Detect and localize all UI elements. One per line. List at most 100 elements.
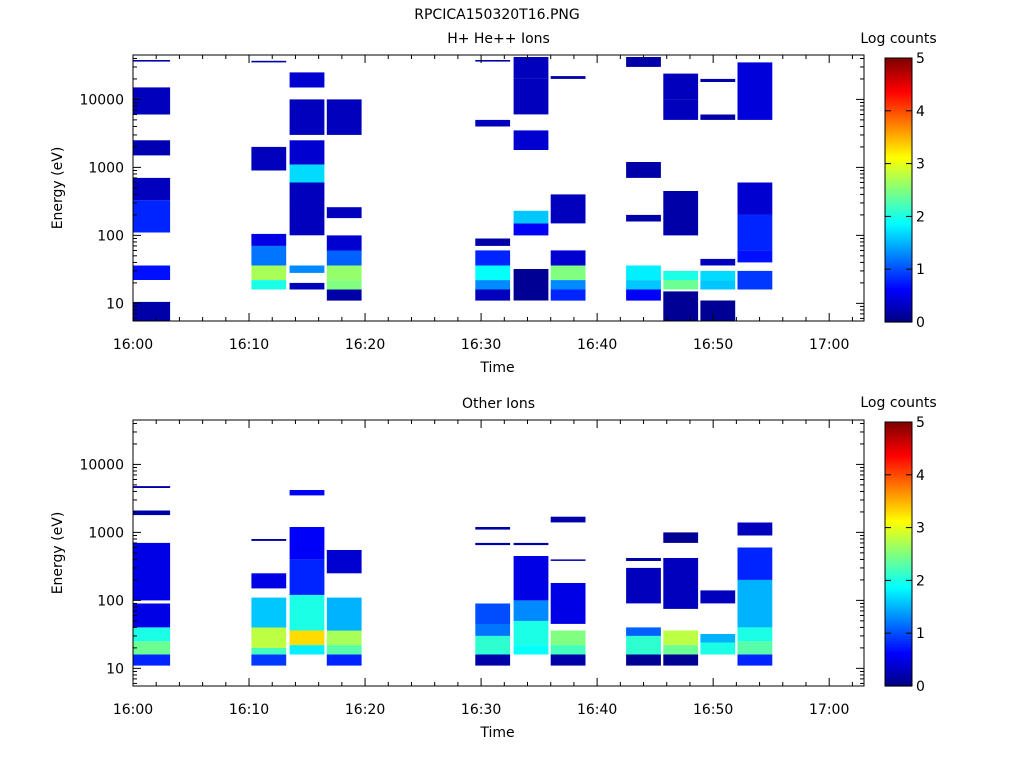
heatmap-cell (626, 214, 661, 222)
heatmap-cell (700, 642, 736, 655)
heatmap-cell (626, 57, 661, 67)
x-axis-label: Time (479, 360, 514, 376)
heatmap-cell (513, 645, 549, 655)
heatmap-cell (550, 289, 586, 301)
colorbar-swatch (885, 427, 912, 431)
heatmap-cell (475, 250, 511, 266)
colorbar-swatch (885, 596, 912, 600)
heatmap-cell (289, 72, 325, 88)
heatmap-cell (251, 647, 287, 655)
colorbar-swatch (885, 155, 912, 159)
colorbar-swatch (885, 221, 912, 225)
colorbar-swatch (885, 646, 912, 650)
heatmap-cell (289, 140, 325, 165)
colorbar: 0 1 2 3 4 5 Log counts (860, 31, 936, 331)
colorbar-swatch (885, 105, 912, 109)
colorbar-swatch (885, 583, 912, 587)
heatmap-cell (133, 265, 171, 280)
colorbar-swatch (885, 58, 912, 62)
colorbar-swatch (885, 108, 912, 112)
colorbar-swatch (885, 461, 912, 465)
colorbar-swatch (885, 493, 912, 497)
heatmap-cell (251, 146, 287, 171)
heatmap-cell (251, 60, 287, 63)
colorbar-swatch (885, 664, 912, 669)
colorbar-swatch (885, 100, 912, 104)
heatmap-cell (550, 583, 586, 624)
colorbar-swatch (885, 97, 912, 101)
colorbar-swatch (885, 65, 912, 70)
panel-title: H+ He++ Ions (447, 31, 550, 47)
heatmap-cell (289, 527, 325, 560)
colorbar-swatch (885, 575, 912, 579)
colorbar-swatch (885, 147, 912, 151)
colorbar-swatch (885, 474, 912, 479)
colorbar-swatch (885, 153, 912, 157)
heatmap-cell (133, 603, 171, 628)
heatmap-cell (737, 547, 773, 580)
colorbar-swatch (885, 551, 912, 555)
colorbar-swatch (885, 158, 912, 162)
colorbar-swatch (885, 656, 912, 661)
heatmap-cell (251, 573, 287, 589)
heatmap-cell (251, 265, 287, 280)
x-tick-label: 17:00 (809, 337, 849, 353)
heatmap-cell (550, 630, 586, 645)
heatmap-cell (513, 600, 549, 621)
colorbar-swatch (885, 216, 912, 220)
heatmap-cell (626, 265, 661, 280)
colorbar-swatch (885, 506, 912, 510)
colorbar-swatch (885, 443, 912, 447)
heatmap-cell (133, 486, 171, 488)
x-tick-label: 16:00 (113, 337, 153, 353)
heatmap-cell (550, 559, 586, 561)
colorbar-swatch (885, 126, 912, 130)
heatmap-cell (133, 542, 171, 601)
y-tick-label: 10 (106, 661, 124, 677)
colorbar-swatch (885, 548, 912, 552)
colorbar-swatch (885, 163, 912, 167)
heatmap-cell (251, 233, 287, 246)
colorbar-swatch (885, 625, 912, 629)
x-tick-label: 16:50 (693, 702, 733, 718)
colorbar-swatch (885, 564, 912, 568)
colorbar-frame (884, 57, 913, 323)
colorbar-swatch (885, 620, 912, 624)
colorbar-swatch (885, 68, 912, 72)
heatmap-cell (663, 532, 699, 543)
colorbar-swatch (885, 116, 912, 120)
heatmap-cell (737, 641, 773, 655)
colorbar-swatch (885, 440, 912, 444)
heatmap-cell (700, 78, 736, 82)
colorbar-swatch (885, 598, 912, 603)
colorbar-swatch (885, 287, 912, 291)
colorbar-swatch (885, 134, 912, 138)
colorbar-swatch (885, 635, 912, 640)
heatmap-cell (289, 99, 325, 135)
colorbar-swatch (885, 242, 912, 247)
x-tick-label: 16:10 (229, 337, 269, 353)
colorbar-swatch (885, 680, 912, 684)
colorbar-swatch (885, 670, 912, 674)
heatmap-cell (663, 630, 699, 645)
x-axis-label: Time (479, 725, 514, 741)
heatmap-cell (289, 282, 325, 290)
heatmap-cell (326, 550, 362, 574)
colorbar-swatch (885, 559, 912, 563)
x-tick-label: 17:00 (809, 702, 849, 718)
colorbar-swatch (885, 213, 912, 217)
figure-title: RPCICA150320T16.PNG (414, 7, 579, 23)
x-tick-label: 16:00 (113, 702, 153, 718)
colorbar-swatch (885, 617, 912, 621)
colorbar-swatch (885, 649, 912, 653)
colorbar-swatch (885, 282, 912, 286)
colorbar-swatch (885, 535, 912, 539)
colorbar-swatch (885, 258, 912, 262)
heatmap-cell (513, 57, 549, 79)
heatmap-cell (663, 99, 699, 120)
colorbar-swatch (885, 311, 912, 315)
heatmap-cell (700, 590, 736, 604)
heatmap-cell (289, 164, 325, 183)
colorbar-swatch (885, 295, 912, 299)
heatmap-cell (737, 627, 773, 642)
